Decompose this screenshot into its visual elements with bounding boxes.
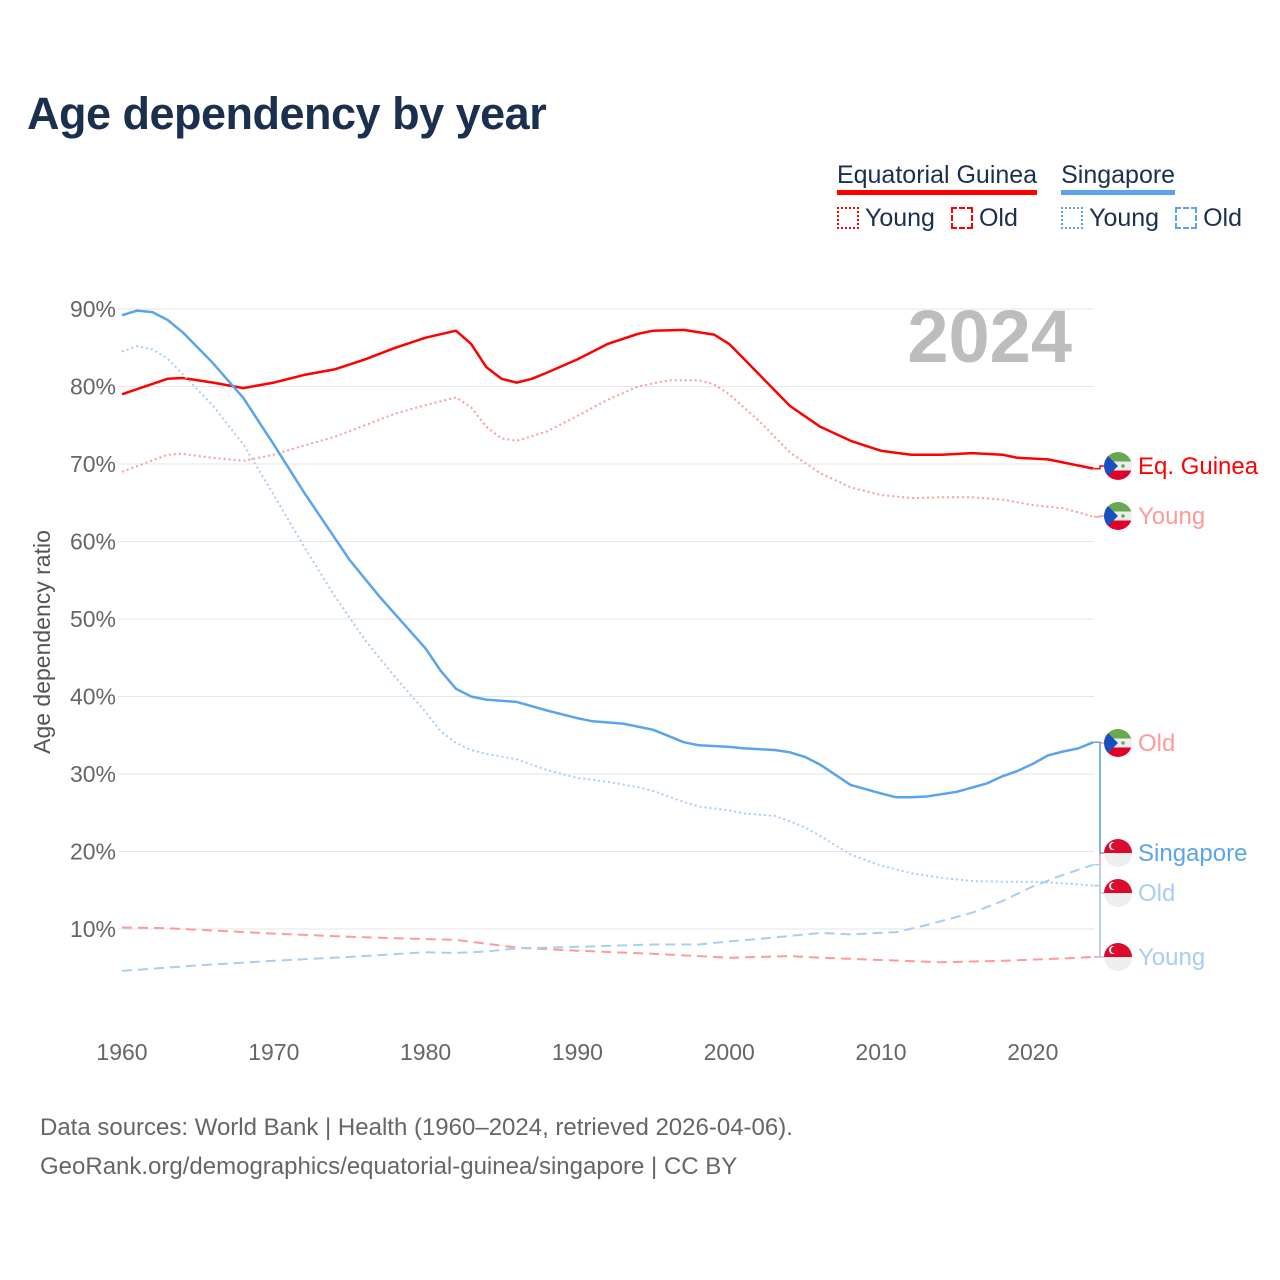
singapore-flag-icon: [1104, 839, 1132, 867]
series-line-singapore-young: [121, 345, 1094, 887]
y-tick-label: 50%: [70, 606, 116, 632]
legend-eg-old[interactable]: Old: [950, 203, 1018, 233]
legend-label: Young: [864, 204, 935, 232]
legend-row: Young Old: [836, 203, 1018, 233]
legend-label: Old: [978, 204, 1018, 232]
legend-eg-young[interactable]: Young: [836, 203, 935, 233]
x-tick-label: 2020: [1007, 1039, 1058, 1065]
y-tick-label: 70%: [70, 451, 116, 477]
legend-sg-old[interactable]: Old: [1175, 203, 1242, 233]
x-tick-label: 1980: [400, 1039, 451, 1065]
legend-singapore[interactable]: Singapore: [1061, 160, 1176, 195]
legend-sg-young[interactable]: Young: [1061, 203, 1159, 233]
chart-title: Age dependency by year: [27, 88, 547, 139]
legend-group-singapore: Singapore Young Old: [1061, 160, 1242, 233]
equatorial-guinea-flag-icon: [1104, 452, 1132, 480]
singapore-flag-icon: [1104, 943, 1132, 971]
legend-row: Young Old: [1061, 203, 1242, 233]
series-end-label: Old: [1138, 730, 1175, 757]
dashed-swatch: [950, 207, 973, 229]
legend-group-equatorial-guinea: Equatorial Guinea Young Old: [836, 160, 1038, 233]
series-line-equatorial-guinea-old: [121, 926, 1094, 964]
label-connector: [1094, 465, 1106, 470]
source-link[interactable]: GeoRank.org/demographics/equatorial-guin…: [40, 1153, 738, 1180]
series-line-singapore: [121, 309, 1094, 799]
dotted-swatch: [1061, 207, 1084, 229]
source-line: Data sources: World Bank | Health (1960–…: [40, 1114, 793, 1141]
legend-label: Singapore: [1061, 161, 1176, 189]
label-connector: [1094, 515, 1106, 518]
dotted-swatch: [836, 207, 859, 229]
label-connector: [1094, 863, 1106, 894]
x-tick-label: 1990: [552, 1039, 603, 1065]
series-end-label: Young: [1138, 944, 1205, 971]
series-end-label: Old: [1138, 880, 1175, 907]
y-tick-label: 30%: [70, 761, 116, 787]
y-axis-label: Age dependency ratio: [29, 530, 55, 754]
legend-label: Young: [1089, 204, 1160, 232]
x-tick-label: 2010: [855, 1039, 906, 1065]
y-tick-label: 20%: [70, 839, 116, 865]
equatorial-guinea-flag-icon: [1104, 729, 1132, 757]
singapore-flag-icon: [1104, 879, 1132, 907]
series-end-label: Young: [1138, 503, 1205, 530]
equatorial-guinea-flag-icon: [1104, 502, 1132, 530]
series-end-label: Eq. Guinea: [1138, 453, 1259, 480]
x-tick-label: 1960: [96, 1039, 147, 1065]
y-tick-label: 80%: [70, 374, 116, 400]
label-connector: [1094, 884, 1106, 958]
series-line-equatorial-guinea-young: [121, 379, 1094, 518]
y-tick-label: 90%: [70, 296, 116, 322]
legend: Equatorial Guinea Young Old Singapore Yo…: [836, 160, 1242, 233]
x-tick-label: 2000: [704, 1039, 755, 1065]
y-tick-label: 40%: [70, 684, 116, 710]
series-line-equatorial-guinea: [121, 328, 1094, 470]
series-line-singapore-old: [121, 863, 1094, 972]
legend-equatorial-guinea[interactable]: Equatorial Guinea: [836, 160, 1038, 195]
label-connector: [1094, 741, 1106, 854]
legend-label: Old: [1203, 204, 1242, 232]
y-tick-label: 10%: [70, 916, 116, 942]
year-badge: 2024: [907, 295, 1072, 378]
y-tick-label: 60%: [70, 529, 116, 555]
dashed-swatch: [1175, 207, 1198, 229]
source-note: Data sources: World Bank | Health (1960–…: [40, 1108, 793, 1186]
x-tick-label: 1970: [248, 1039, 299, 1065]
series-end-label: Singapore: [1138, 840, 1247, 867]
legend-label: Equatorial Guinea: [836, 161, 1038, 189]
